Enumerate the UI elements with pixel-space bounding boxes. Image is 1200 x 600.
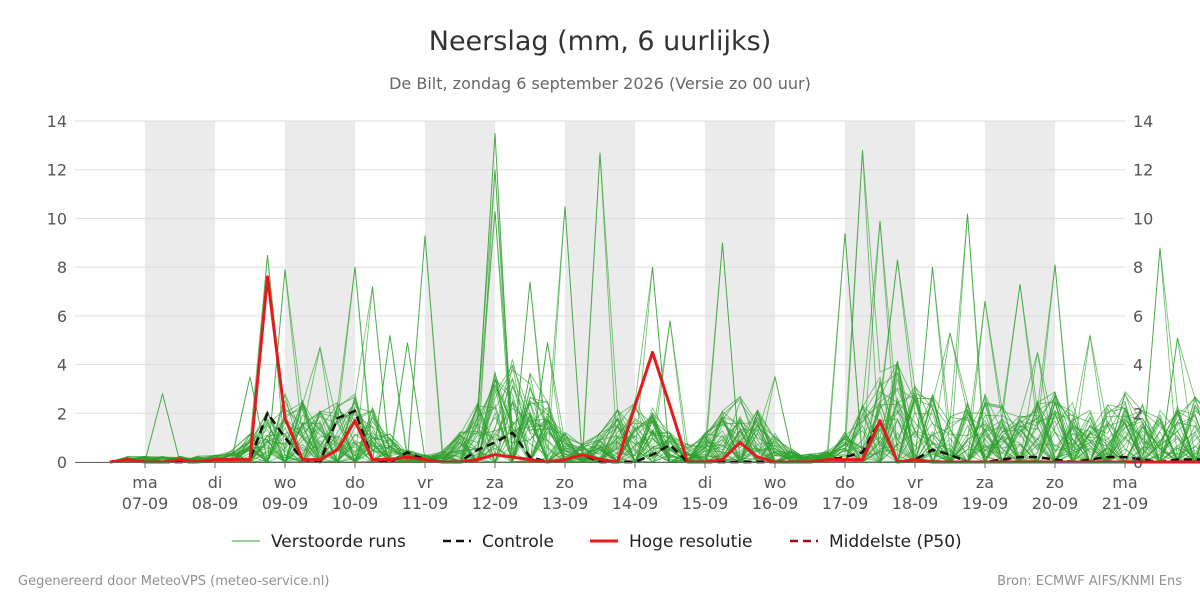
axes: 0 0 2 2 4 4 6 6 8 8 10 10 12 12 14 14 ma 07-09 di 08-09 wo 09… — [47, 112, 1154, 513]
x-tick-day: vr — [907, 473, 923, 492]
shade-15-09 — [705, 121, 775, 462]
ensemble-member-line — [109, 259, 1200, 463]
y-tick-left: 4 — [57, 356, 67, 375]
x-tick-day: wo — [764, 473, 787, 492]
ensemble-member-line — [109, 242, 1200, 464]
x-tick-day: do — [345, 473, 365, 492]
x-tick-day: do — [835, 473, 855, 492]
y-tick-left: 0 — [57, 453, 67, 472]
legend-label: Controle — [482, 532, 554, 552]
x-tick-day: vr — [417, 473, 433, 492]
x-tick-date: 17-09 — [822, 494, 869, 513]
y-tick-right: 0 — [1133, 453, 1143, 472]
credit-right: Bron: ECMWF AIFS/KNMI Ens — [997, 574, 1182, 589]
x-tick-date: 09-09 — [262, 494, 309, 513]
y-tick-right: 4 — [1133, 356, 1143, 375]
x-tick-date: 13-09 — [542, 494, 589, 513]
y-tick-right: 6 — [1133, 307, 1143, 326]
shade-07-09 — [145, 121, 215, 462]
ensemble-member-line — [110, 332, 1200, 463]
x-tick-date: 08-09 — [192, 494, 239, 513]
x-tick-date: 15-09 — [682, 494, 729, 513]
legend: Verstoorde runs Controle Hoge resolutie Mid… — [232, 532, 962, 552]
series-line-hoge-resolutie — [109, 275, 1200, 464]
x-tick-date: 16-09 — [752, 494, 799, 513]
x-tick-date: 07-09 — [122, 494, 169, 513]
x-tick-date: 20-09 — [1032, 494, 1079, 513]
credit-left: Gegenereerd door MeteoVPS (meteo-service… — [18, 574, 329, 589]
y-tick-left: 2 — [57, 404, 67, 423]
weekend-shading — [145, 121, 1055, 462]
shade-13-09 — [565, 121, 635, 462]
x-tick-date: 12-09 — [472, 494, 519, 513]
ensemble-member-line — [110, 335, 1200, 464]
y-tick-left: 6 — [57, 307, 67, 326]
x-tick-day: za — [976, 473, 994, 492]
legend-label: Middelste (P50) — [829, 532, 962, 552]
x-tick-date: 10-09 — [332, 494, 379, 513]
ensemble-member-line — [109, 232, 1200, 464]
x-tick-date: 19-09 — [962, 494, 1009, 513]
y-tick-left: 8 — [57, 258, 67, 277]
x-tick-day: wo — [274, 473, 297, 492]
x-tick-date: 14-09 — [612, 494, 659, 513]
ensemble-member-line — [109, 213, 1200, 463]
x-tick-day: ma — [622, 473, 647, 492]
ensemble-member-line — [109, 281, 1200, 463]
y-tick-right: 14 — [1133, 112, 1153, 131]
x-tick-date: 18-09 — [892, 494, 939, 513]
y-tick-right: 2 — [1133, 404, 1143, 423]
chart-subtitle: De Bilt, zondag 6 september 2026 (Versie… — [389, 74, 811, 93]
x-tick-day: ma — [132, 473, 157, 492]
y-tick-left: 10 — [47, 209, 67, 228]
y-tick-right: 10 — [1133, 209, 1153, 228]
x-tick-date: 11-09 — [402, 494, 449, 513]
ensemble-member-line — [110, 281, 1200, 464]
x-tick-day: za — [486, 473, 504, 492]
legend-label: Hoge resolutie — [629, 532, 753, 552]
shade-09-09 — [285, 121, 355, 462]
ensemble-member-line — [109, 152, 1200, 464]
chart-title: Neerslag (mm, 6 uurlijks) — [429, 26, 771, 57]
y-tick-left: 14 — [47, 112, 67, 131]
shade-11-09 — [425, 121, 495, 462]
ensemble-member-line — [109, 259, 1200, 463]
ensemble-member-line — [109, 267, 1200, 464]
x-tick-day: zo — [1046, 473, 1064, 492]
x-tick-day: ma — [1112, 473, 1137, 492]
legend-label: Verstoorde runs — [271, 532, 406, 552]
x-tick-date: 21-09 — [1102, 494, 1149, 513]
y-tick-right: 12 — [1133, 161, 1153, 180]
ensemble-member-line — [110, 301, 1200, 463]
y-tick-right: 8 — [1133, 258, 1143, 277]
x-tick-day: di — [208, 473, 223, 492]
y-tick-left: 12 — [47, 161, 67, 180]
x-tick-day: zo — [556, 473, 574, 492]
x-tick-day: di — [698, 473, 713, 492]
